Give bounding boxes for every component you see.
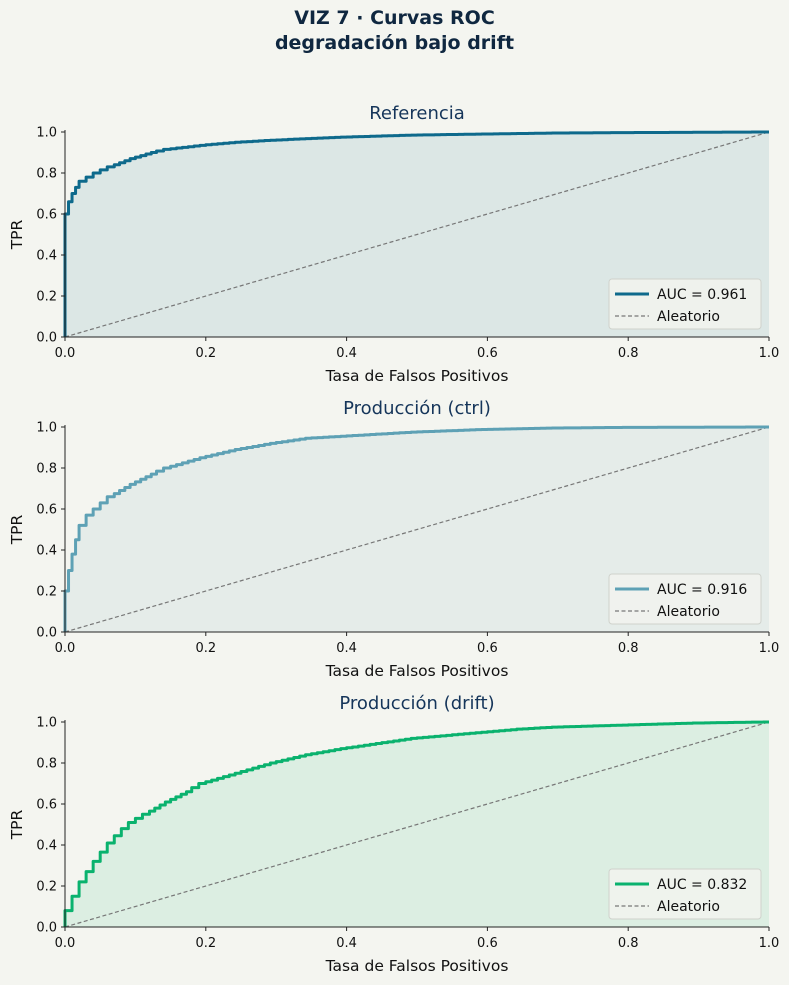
figure-title-line-2: degradación bajo drift (274, 32, 515, 54)
x-tick-label: 0.2 (195, 641, 216, 656)
random-classifier-line (64, 721, 770, 928)
x-tick-label: 0.0 (55, 936, 76, 951)
roc-panel-2: Producción (ctrl) 0.0 0.2 0.4 0.6 0.8 1.0 0.0 0.… (8, 398, 779, 680)
x-tick-label: 0.4 (336, 936, 357, 951)
y-tick-label: 0.4 (36, 544, 57, 559)
x-tick-label: 0.6 (477, 346, 498, 361)
random-classifier-line (64, 131, 770, 338)
x-tick-label: 0.0 (55, 346, 76, 361)
x-tick-label: 0.8 (618, 936, 639, 951)
y-tick-label: 0.6 (36, 503, 57, 518)
legend-label-auc: AUC = 0.832 (657, 877, 747, 893)
x-tick-label: 0.6 (477, 936, 498, 951)
legend-label-random: Aleatorio (657, 899, 720, 915)
y-tick-label: 1.0 (36, 716, 57, 731)
legend-box (608, 573, 762, 625)
legend: AUC = 0.961 Aleatorio (608, 278, 762, 330)
legend-label-random: Aleatorio (657, 309, 720, 325)
x-tick-label: 1.0 (759, 936, 780, 951)
y-tick-label: 1.0 (36, 126, 57, 141)
roc-curve (63, 720, 769, 927)
y-tick-label: 0.6 (36, 798, 57, 813)
figure-title-line-1: VIZ 7 · Curvas ROC (294, 7, 495, 29)
x-tick-label: 0.8 (618, 641, 639, 656)
x-axis-label: Tasa de Falsos Positivos (325, 367, 509, 385)
legend-label-auc: AUC = 0.961 (657, 287, 747, 303)
y-axis-label: TPR (8, 219, 26, 250)
x-tick-label: 0.0 (55, 641, 76, 656)
y-tick-label: 0.4 (36, 839, 57, 854)
y-tick-label: 0.6 (36, 208, 57, 223)
y-tick-label: 0.4 (36, 249, 57, 264)
y-tick-label: 0.0 (36, 921, 57, 936)
y-tick-label: 0.8 (36, 757, 57, 772)
roc-curve (63, 130, 769, 337)
y-tick-label: 0.0 (36, 626, 57, 641)
panel-title: Producción (ctrl) (343, 398, 491, 419)
random-classifier-line (64, 426, 770, 633)
legend: AUC = 0.916 Aleatorio (608, 573, 762, 625)
x-axis-label: Tasa de Falsos Positivos (325, 662, 509, 680)
panel-title: Referencia (369, 103, 465, 124)
x-tick-label: 0.2 (195, 936, 216, 951)
legend: AUC = 0.832 Aleatorio (608, 868, 762, 920)
legend-box (608, 278, 762, 330)
y-tick-label: 1.0 (36, 421, 57, 436)
legend-box (608, 868, 762, 920)
x-tick-label: 1.0 (759, 346, 780, 361)
panel-title: Producción (drift) (339, 693, 494, 714)
roc-panel-3: Producción (drift) 0.0 0.2 0.4 0.6 0.8 1.0 0.0 0… (8, 693, 779, 975)
y-tick-label: 0.8 (36, 462, 57, 477)
x-tick-label: 0.2 (195, 346, 216, 361)
y-tick-label: 0.0 (36, 331, 57, 346)
y-tick-label: 0.2 (36, 585, 57, 600)
x-tick-label: 1.0 (759, 641, 780, 656)
roc-curve (63, 425, 769, 632)
x-tick-label: 0.4 (336, 641, 357, 656)
y-tick-label: 0.2 (36, 290, 57, 305)
y-axis-label: TPR (8, 514, 26, 545)
y-tick-label: 0.2 (36, 880, 57, 895)
roc-panel-1: Referencia 0.0 0.2 0.4 0.6 0.8 1.0 0.0 0.2 0.4 0.6… (8, 103, 779, 385)
x-axis-label: Tasa de Falsos Positivos (325, 957, 509, 975)
legend-label-auc: AUC = 0.916 (657, 582, 747, 598)
figure-title: VIZ 7 · Curvas ROC degradación bajo drif… (0, 6, 789, 56)
x-tick-label: 0.6 (477, 641, 498, 656)
legend-label-random: Aleatorio (657, 604, 720, 620)
x-tick-label: 0.8 (618, 346, 639, 361)
x-tick-label: 0.4 (336, 346, 357, 361)
y-axis-label: TPR (8, 809, 26, 840)
y-tick-label: 0.8 (36, 167, 57, 182)
